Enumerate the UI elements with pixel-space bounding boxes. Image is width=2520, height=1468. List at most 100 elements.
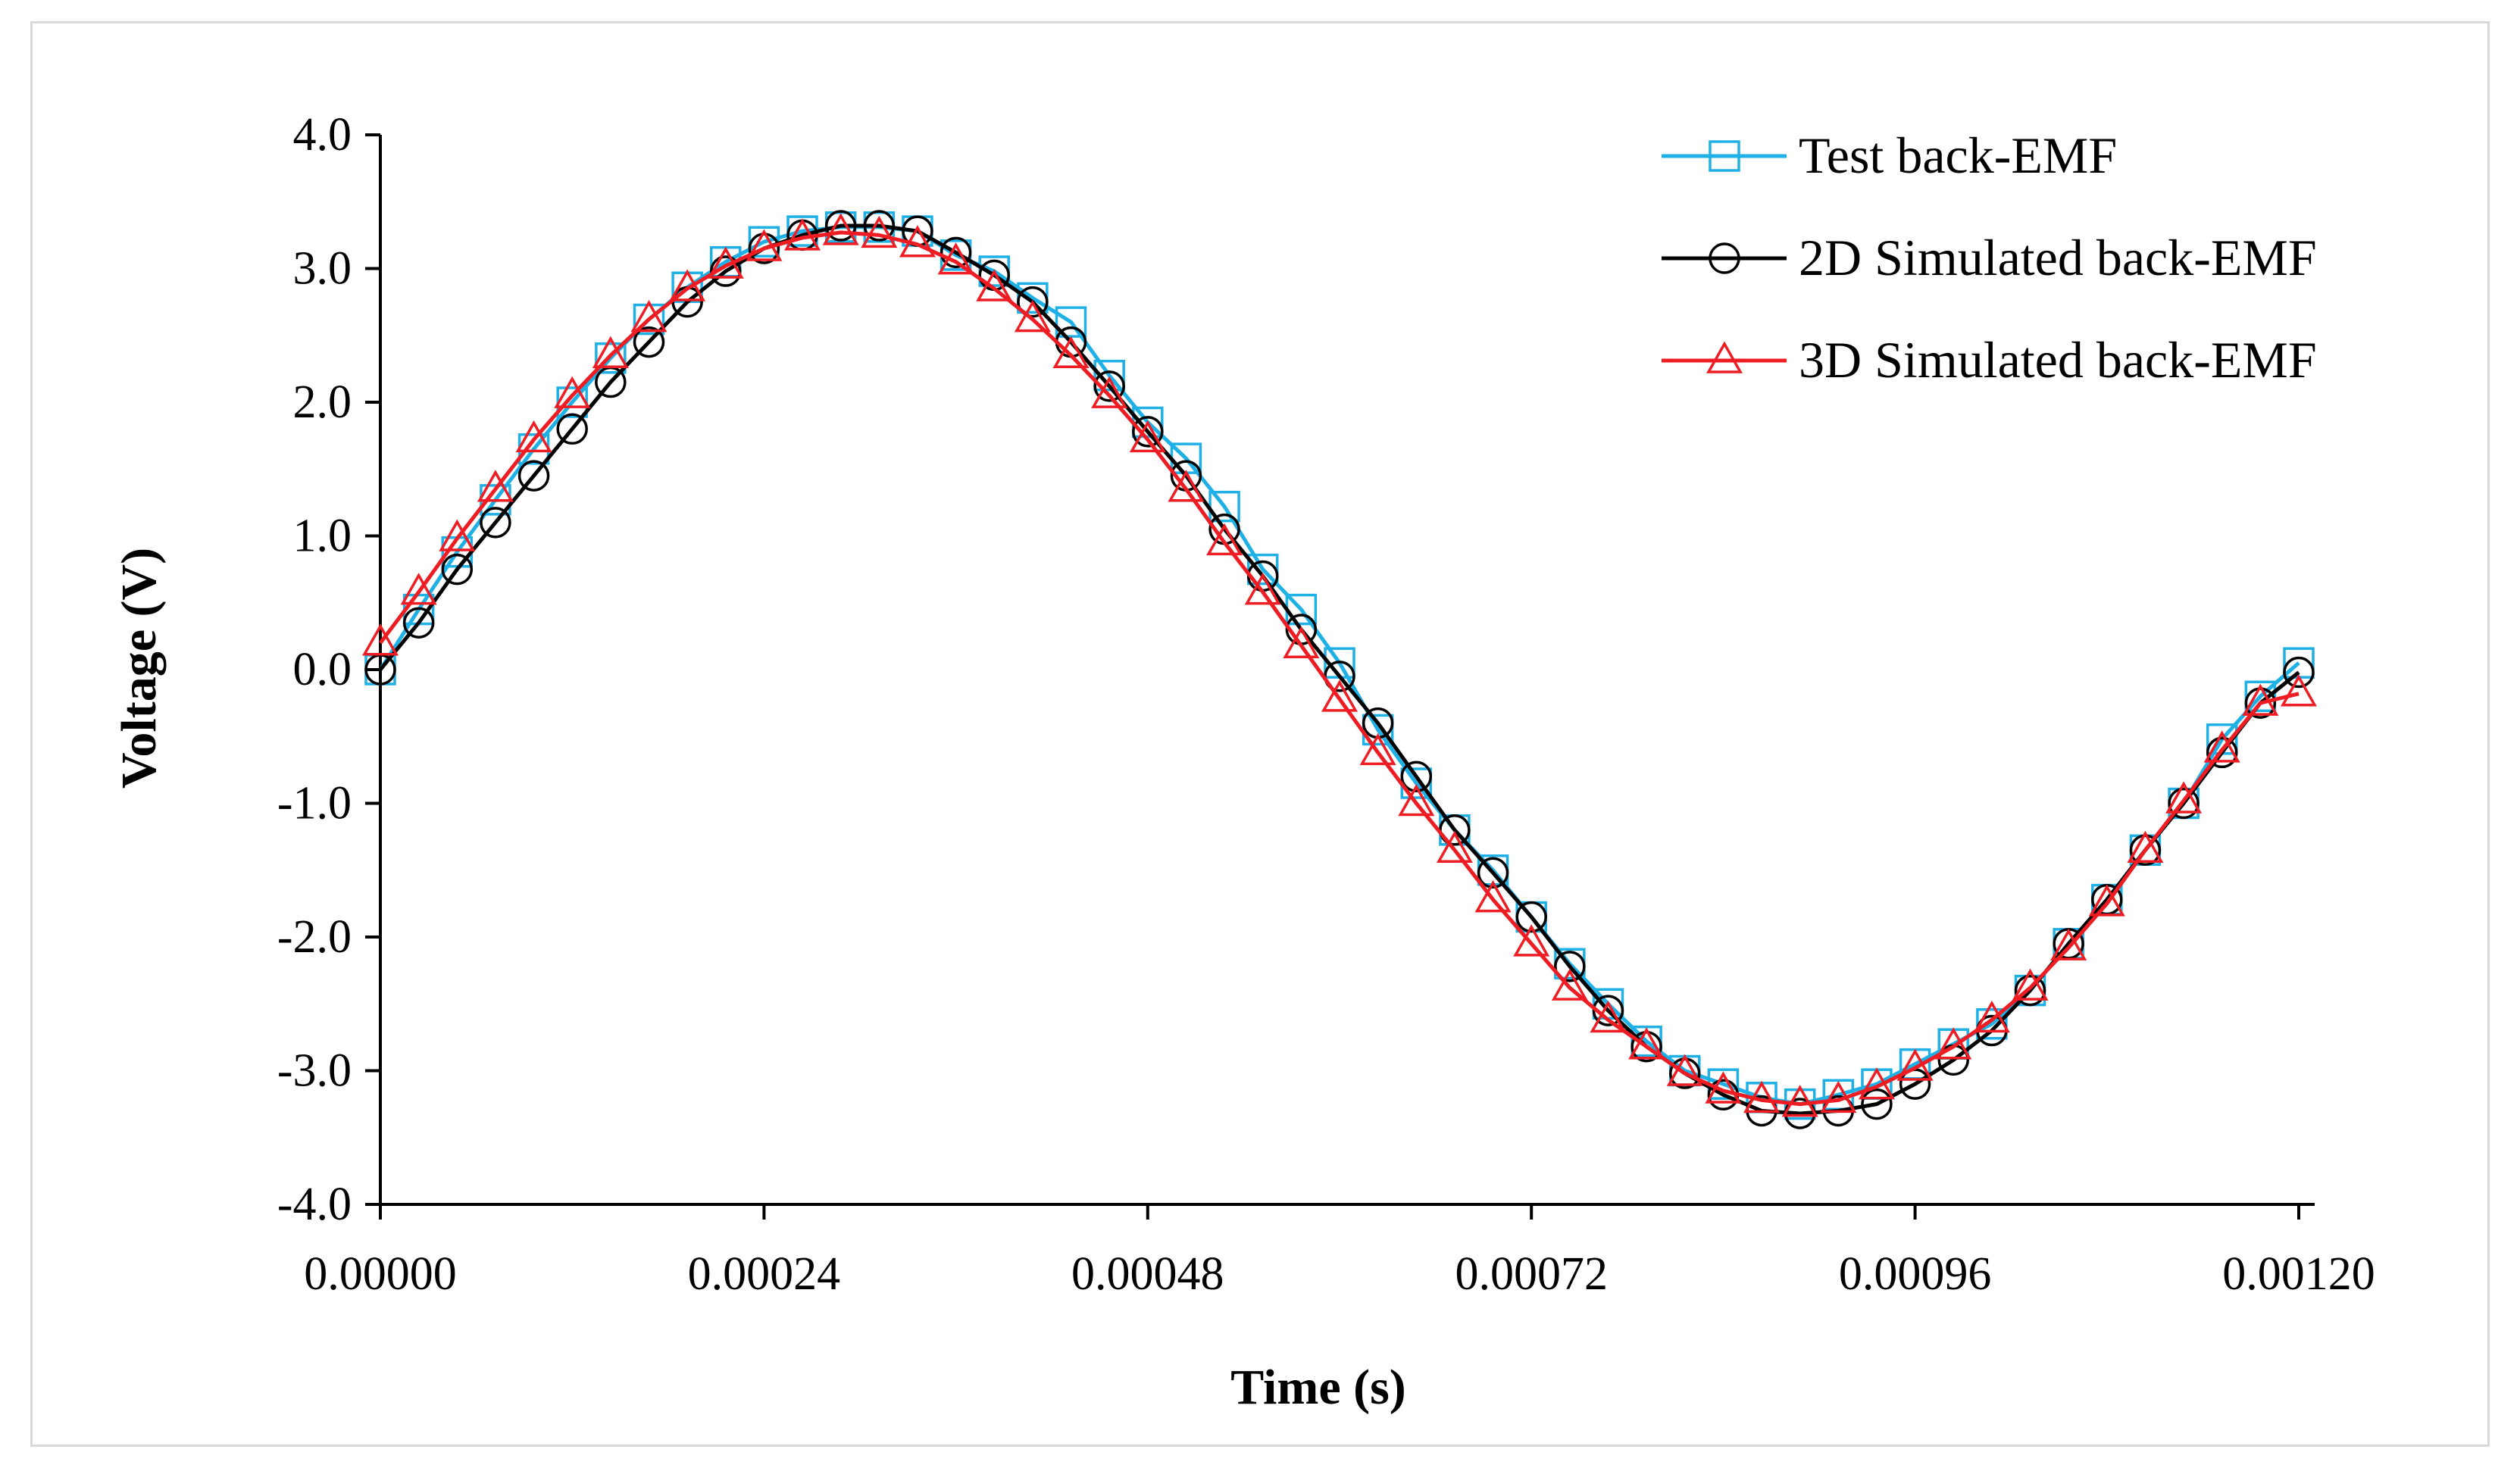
- x-axis-title: Time (s): [1230, 1360, 1406, 1415]
- triangle-marker: [899, 225, 936, 258]
- circle-marker: [556, 413, 588, 445]
- triangle-marker: [2165, 781, 2203, 814]
- circle-marker: [863, 210, 896, 242]
- triangle-marker: [439, 519, 476, 551]
- triangle-marker: [1474, 880, 1512, 913]
- triangle-marker: [1283, 626, 1320, 658]
- circle-marker: [1477, 857, 1509, 889]
- circle-marker: [517, 460, 550, 492]
- circle-marker: [1861, 1088, 1893, 1120]
- triangle-marker: [592, 336, 629, 368]
- triangle-marker: [1666, 1054, 1703, 1086]
- legend-3d-simulated-back-emf: 3D Simulated back-EMF: [1662, 331, 2317, 389]
- triangle-marker: [2203, 730, 2240, 763]
- circle-marker: [441, 553, 474, 586]
- series-group: [361, 213, 2318, 1117]
- x-tick-label: 0.00072: [1455, 1248, 1608, 1300]
- circle-marker: [633, 326, 665, 358]
- legend-label: 2D Simulated back-EMF: [1799, 229, 2317, 286]
- 2d-simulated-back-emf-line: [379, 223, 2300, 1116]
- y-tick-label: -4.0: [277, 1179, 352, 1230]
- y-tick-label: 1.0: [293, 511, 352, 562]
- triangle-marker: [1321, 679, 1358, 712]
- triangle-marker: [2012, 968, 2049, 1001]
- triangle-marker: [477, 470, 514, 502]
- x-axis-ticks: 0.00000 0.00024 0.00048 0.00072 0.00096 0.001…: [304, 1204, 2375, 1300]
- circle-marker: [2014, 974, 2046, 1007]
- circle-marker: [1093, 370, 1125, 402]
- chart-frame: [30, 21, 2490, 1447]
- triangle-marker: [784, 218, 821, 251]
- triangle-marker: [1206, 523, 1243, 556]
- triangle-marker: [1436, 830, 1473, 864]
- square-marker: [1246, 553, 1279, 586]
- square-marker: [1093, 359, 1125, 392]
- square-marker: [2244, 680, 2277, 713]
- triangle-marker: [1244, 573, 1281, 605]
- triangle-marker: [2127, 830, 2164, 864]
- x-tick-label: 0.00096: [1839, 1248, 1992, 1300]
- triangle-marker: [1551, 968, 1588, 1001]
- x-tick-label: 0.00000: [304, 1248, 457, 1300]
- circle-marker: [2206, 736, 2238, 769]
- triangle-marker: [1513, 924, 1550, 957]
- axes: [379, 135, 2315, 1206]
- triangle-marker: [1168, 470, 1205, 502]
- x-tick-label: 0.00048: [1071, 1248, 1224, 1300]
- y-axis-title: Voltage (V): [111, 548, 167, 789]
- triangle-marker: [1973, 1000, 2010, 1033]
- circle-marker: [1017, 286, 1049, 318]
- y-tick-label: 3.0: [293, 243, 352, 295]
- y-tick-label: 2.0: [293, 376, 352, 428]
- 3d-simulated-back-emf-line: [379, 230, 2300, 1107]
- x-tick-label: 0.00120: [2222, 1248, 2375, 1300]
- y-tick-label: 0.0: [293, 644, 352, 695]
- circle-marker: [480, 507, 511, 539]
- triangle-marker: [707, 246, 744, 279]
- triangle-marker: [554, 376, 591, 408]
- triangle-marker: [630, 300, 668, 333]
- square-marker: [595, 342, 627, 374]
- circle-marker: [1592, 995, 1624, 1026]
- y-tick-label: -3.0: [277, 1045, 352, 1097]
- legend-label: 3D Simulated back-EMF: [1799, 331, 2317, 389]
- triangle-marker: [937, 242, 974, 275]
- triangle-marker: [1590, 1000, 1627, 1033]
- circle-marker: [2168, 787, 2200, 820]
- legend-square-marker: [1709, 140, 1740, 172]
- triangle-marker: [1781, 1085, 1818, 1117]
- triangle-marker: [361, 623, 399, 656]
- triangle-marker: [976, 269, 1013, 301]
- y-tick-label: -1.0: [277, 778, 352, 829]
- triangle-marker: [2280, 674, 2318, 707]
- y-tick-label: 4.0: [293, 109, 352, 161]
- legend-2d-simulated-back-emf: 2D Simulated back-EMF: [1662, 229, 2317, 286]
- circle-marker: [824, 210, 857, 242]
- triangle-marker: [1014, 300, 1051, 333]
- square-marker: [1976, 1007, 2008, 1040]
- triangle-marker: [669, 269, 706, 301]
- circle-marker: [402, 607, 435, 639]
- x-tick-label: 0.00024: [688, 1248, 841, 1300]
- legend-circle-marker: [1709, 242, 1740, 274]
- triangle-marker: [861, 215, 898, 248]
- triangle-marker: [1628, 1027, 1665, 1060]
- triangle-marker: [515, 420, 552, 453]
- circle-marker: [710, 255, 742, 287]
- triangle-marker: [1091, 376, 1128, 408]
- y-tick-label: -2.0: [277, 911, 352, 963]
- legend-label: Test back-EMF: [1799, 126, 2117, 184]
- triangle-marker: [2050, 928, 2087, 960]
- triangle-marker: [1743, 1080, 1781, 1113]
- legend: Test back-EMF 2D Simulated back-EMF 3D Sim…: [1662, 126, 2317, 389]
- triangle-marker: [822, 213, 859, 245]
- triangle-marker: [1896, 1048, 1934, 1081]
- circle-marker: [1400, 761, 1433, 792]
- triangle-marker: [1052, 336, 1090, 368]
- triangle-marker: [1129, 420, 1166, 453]
- triangle-marker: [746, 229, 783, 261]
- circle-marker: [1554, 951, 1586, 982]
- triangle-marker: [1398, 783, 1435, 817]
- y-axis-ticks: 4.0 3.0 2.0 1.0 0.0 -1.0 -2.0 -3.0 -4.0: [277, 109, 380, 1230]
